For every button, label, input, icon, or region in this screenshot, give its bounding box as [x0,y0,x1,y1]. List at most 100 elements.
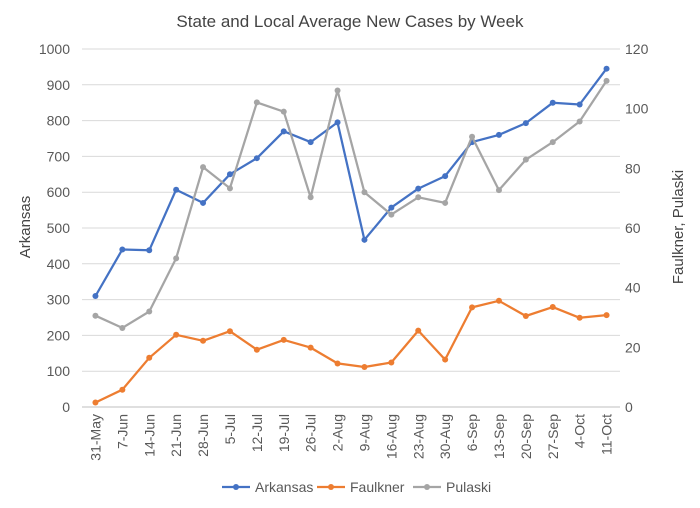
data-point-arkansas [146,247,153,254]
data-point-faulkner [469,304,476,311]
data-point-arkansas [522,120,529,127]
data-point-pulaski [119,324,126,331]
data-point-pulaski [173,255,180,262]
left-axis-ticks: 0 100 200 300 400 500 600 700 800 900 1000 [39,41,70,415]
data-point-faulkner [522,313,529,320]
y-tick-right: 40 [625,280,641,296]
series-line-faulkner [95,299,607,404]
data-point-pulaski [334,87,341,94]
legend-marker [328,484,334,490]
data-point-arkansas [442,173,449,180]
legend: Arkansas Faulkner Pulaski [222,479,491,495]
gridlines [82,48,620,408]
right-axis-ticks: 0 20 40 60 80 100 120 [625,41,649,415]
y-tick-left: 200 [47,327,71,343]
y-tick-left: 700 [47,148,71,164]
x-tick: 5-Jul [222,414,238,444]
y-tick-left: 1000 [39,41,70,57]
x-tick: 7-Jun [114,414,130,449]
x-tick: 27-Sep [545,414,561,459]
legend-label: Faulkner [350,479,405,495]
x-tick: 19-Jul [276,414,292,452]
data-point-arkansas [307,139,314,146]
x-tick: 21-Jun [168,414,184,457]
data-point-pulaski [415,194,422,201]
data-point-pulaski [549,139,556,146]
data-point-faulkner [415,327,422,334]
x-tick: 23-Aug [410,414,426,459]
x-tick: 11-Oct [599,414,615,455]
data-point-faulkner [92,399,99,406]
data-point-arkansas [495,131,502,138]
legend-label: Pulaski [446,479,491,495]
data-point-faulkner [495,297,502,304]
data-point-pulaski [522,156,529,163]
data-point-pulaski [576,118,583,125]
data-point-arkansas [119,246,126,253]
series-group [92,65,610,406]
data-point-pulaski [361,189,368,196]
series-line-pulaski [95,80,608,330]
data-point-faulkner [173,331,180,338]
data-point-arkansas [92,293,99,300]
y-tick-right: 0 [625,399,633,415]
x-tick: 28-Jun [195,414,211,457]
data-point-arkansas [334,119,341,126]
data-point-pulaski [469,133,476,140]
data-point-pulaski [92,312,99,319]
data-point-faulkner [146,354,153,361]
x-tick: 14-Jun [141,414,157,457]
data-point-faulkner [442,356,449,363]
x-tick: 31-May [87,414,103,461]
x-tick: 4-Oct [572,414,588,448]
y-tick-left: 800 [47,113,71,129]
data-point-arkansas [361,236,368,243]
data-point-faulkner [334,360,341,367]
data-point-faulkner [307,344,314,351]
y-tick-right: 60 [625,220,641,236]
data-point-pulaski [146,308,153,315]
data-point-pulaski [253,99,260,106]
y-tick-left: 500 [47,220,71,236]
x-tick: 20-Sep [518,414,534,459]
data-point-pulaski [603,77,610,84]
data-point-pulaski [307,194,314,201]
data-point-faulkner [253,346,260,353]
data-point-arkansas [549,99,556,106]
x-tick: 26-Jul [303,414,319,452]
data-point-arkansas [173,186,180,193]
x-tick: 30-Aug [437,414,453,459]
x-tick: 2-Aug [330,414,346,451]
left-axis-title: Arkansas [17,196,34,259]
legend-label: Arkansas [255,479,313,495]
y-tick-left: 100 [47,363,71,379]
data-point-faulkner [361,364,368,371]
y-tick-left: 600 [47,184,71,200]
data-point-faulkner [576,314,583,321]
x-axis-ticks: 31-May 7-Jun 14-Jun 21-Jun 28-Jun 5-Jul 12-Jul… [87,414,614,461]
y-tick-right: 80 [625,160,641,176]
data-point-faulkner [226,328,233,335]
legend-marker [424,484,430,490]
data-point-arkansas [226,171,233,178]
data-point-pulaski [495,187,502,194]
y-tick-right: 100 [625,101,649,117]
legend-marker [233,484,239,490]
data-point-arkansas [253,155,260,162]
data-point-pulaski [388,211,395,218]
y-tick-right: 120 [625,41,649,57]
y-tick-left: 900 [47,77,71,93]
x-tick: 12-Jul [249,414,265,452]
x-tick: 9-Aug [356,414,372,451]
data-point-pulaski [226,185,233,192]
y-tick-left: 0 [62,399,70,415]
series-line-arkansas [94,68,608,297]
data-point-pulaski [280,108,287,115]
x-tick: 13-Sep [491,414,507,459]
y-tick-left: 400 [47,256,71,272]
data-point-arkansas [415,185,422,192]
right-axis-title: Faulkner, Pulaski [670,170,687,284]
data-point-faulkner [200,337,207,344]
data-point-faulkner [388,359,395,366]
